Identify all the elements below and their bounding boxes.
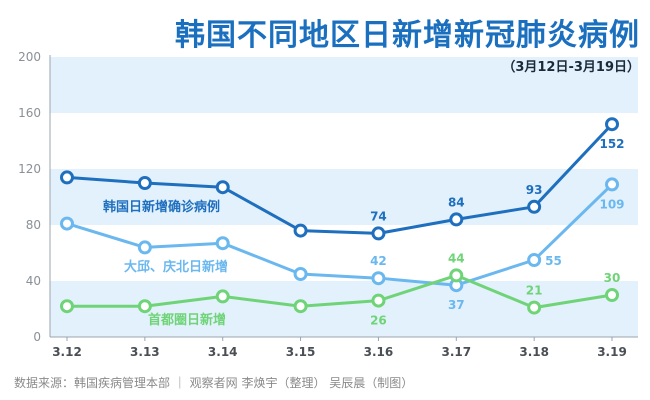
data-point <box>60 299 74 314</box>
data-label: 55 <box>545 254 562 268</box>
series-line-1 <box>65 122 614 235</box>
data-point <box>371 293 386 308</box>
data-label: 30 <box>604 271 621 285</box>
x-tick-label: 3.17 <box>441 345 471 359</box>
grid-band <box>50 169 638 225</box>
y-tick-label: 0 <box>33 330 41 344</box>
data-point <box>371 226 386 241</box>
data-point <box>137 176 152 190</box>
data-point <box>137 299 152 314</box>
x-tick-label: 3.13 <box>130 345 160 359</box>
data-point <box>371 271 386 286</box>
y-tick-label: 40 <box>26 274 41 288</box>
data-label: 109 <box>599 197 624 211</box>
data-point <box>527 253 542 267</box>
y-tick-label: 160 <box>18 106 41 120</box>
data-point <box>215 289 230 304</box>
data-point <box>293 299 308 314</box>
data-label: 152 <box>599 137 624 151</box>
source-note: 数据来源：韩国疾病管理本部 ｜ 观察者网 李焕宇（整理） 吴辰晨（制图） <box>14 376 414 390</box>
data-point <box>449 268 464 283</box>
data-label: 42 <box>370 254 387 268</box>
chart-title: 韩国不同地区日新增新冠肺炎病例 <box>175 18 640 53</box>
y-tick-label: 200 <box>18 50 41 64</box>
series-name-label: 大邱、庆北日新增 <box>124 259 228 275</box>
data-point <box>137 240 152 255</box>
data-point <box>293 223 308 238</box>
data-point <box>527 300 542 315</box>
data-point <box>605 177 620 192</box>
data-point <box>605 117 620 132</box>
series-line-2 <box>65 182 614 287</box>
data-point <box>60 216 74 231</box>
chart-subtitle: （3月12日-3月19日） <box>502 60 640 75</box>
series-name-label: 首都圈日新增 <box>148 312 226 328</box>
data-point <box>293 267 308 281</box>
y-tick-label: 80 <box>26 218 41 232</box>
series-name-label: 韩国日新增确诊病例 <box>103 199 220 215</box>
y-tick-label: 120 <box>18 162 41 176</box>
data-point <box>215 180 230 195</box>
data-label: 37 <box>448 298 465 312</box>
x-tick-label: 3.18 <box>519 345 549 359</box>
x-tick-label: 3.16 <box>364 345 394 359</box>
series-line-3 <box>65 273 614 310</box>
data-point <box>605 288 620 302</box>
data-label: 74 <box>370 209 387 223</box>
grid-band <box>50 281 638 337</box>
data-label: 26 <box>370 314 387 328</box>
data-label: 21 <box>526 284 543 298</box>
data-label: 93 <box>526 183 543 197</box>
x-tick-label: 3.12 <box>52 345 82 359</box>
data-point <box>60 170 74 185</box>
data-point <box>527 199 542 214</box>
data-label: 84 <box>448 195 465 209</box>
grid-band <box>50 57 638 113</box>
data-label: 44 <box>448 251 465 265</box>
data-point <box>449 212 464 227</box>
x-tick-label: 3.14 <box>208 345 238 359</box>
x-tick-label: 3.15 <box>286 345 316 359</box>
data-point <box>215 236 230 251</box>
x-tick-label: 3.19 <box>597 345 627 359</box>
